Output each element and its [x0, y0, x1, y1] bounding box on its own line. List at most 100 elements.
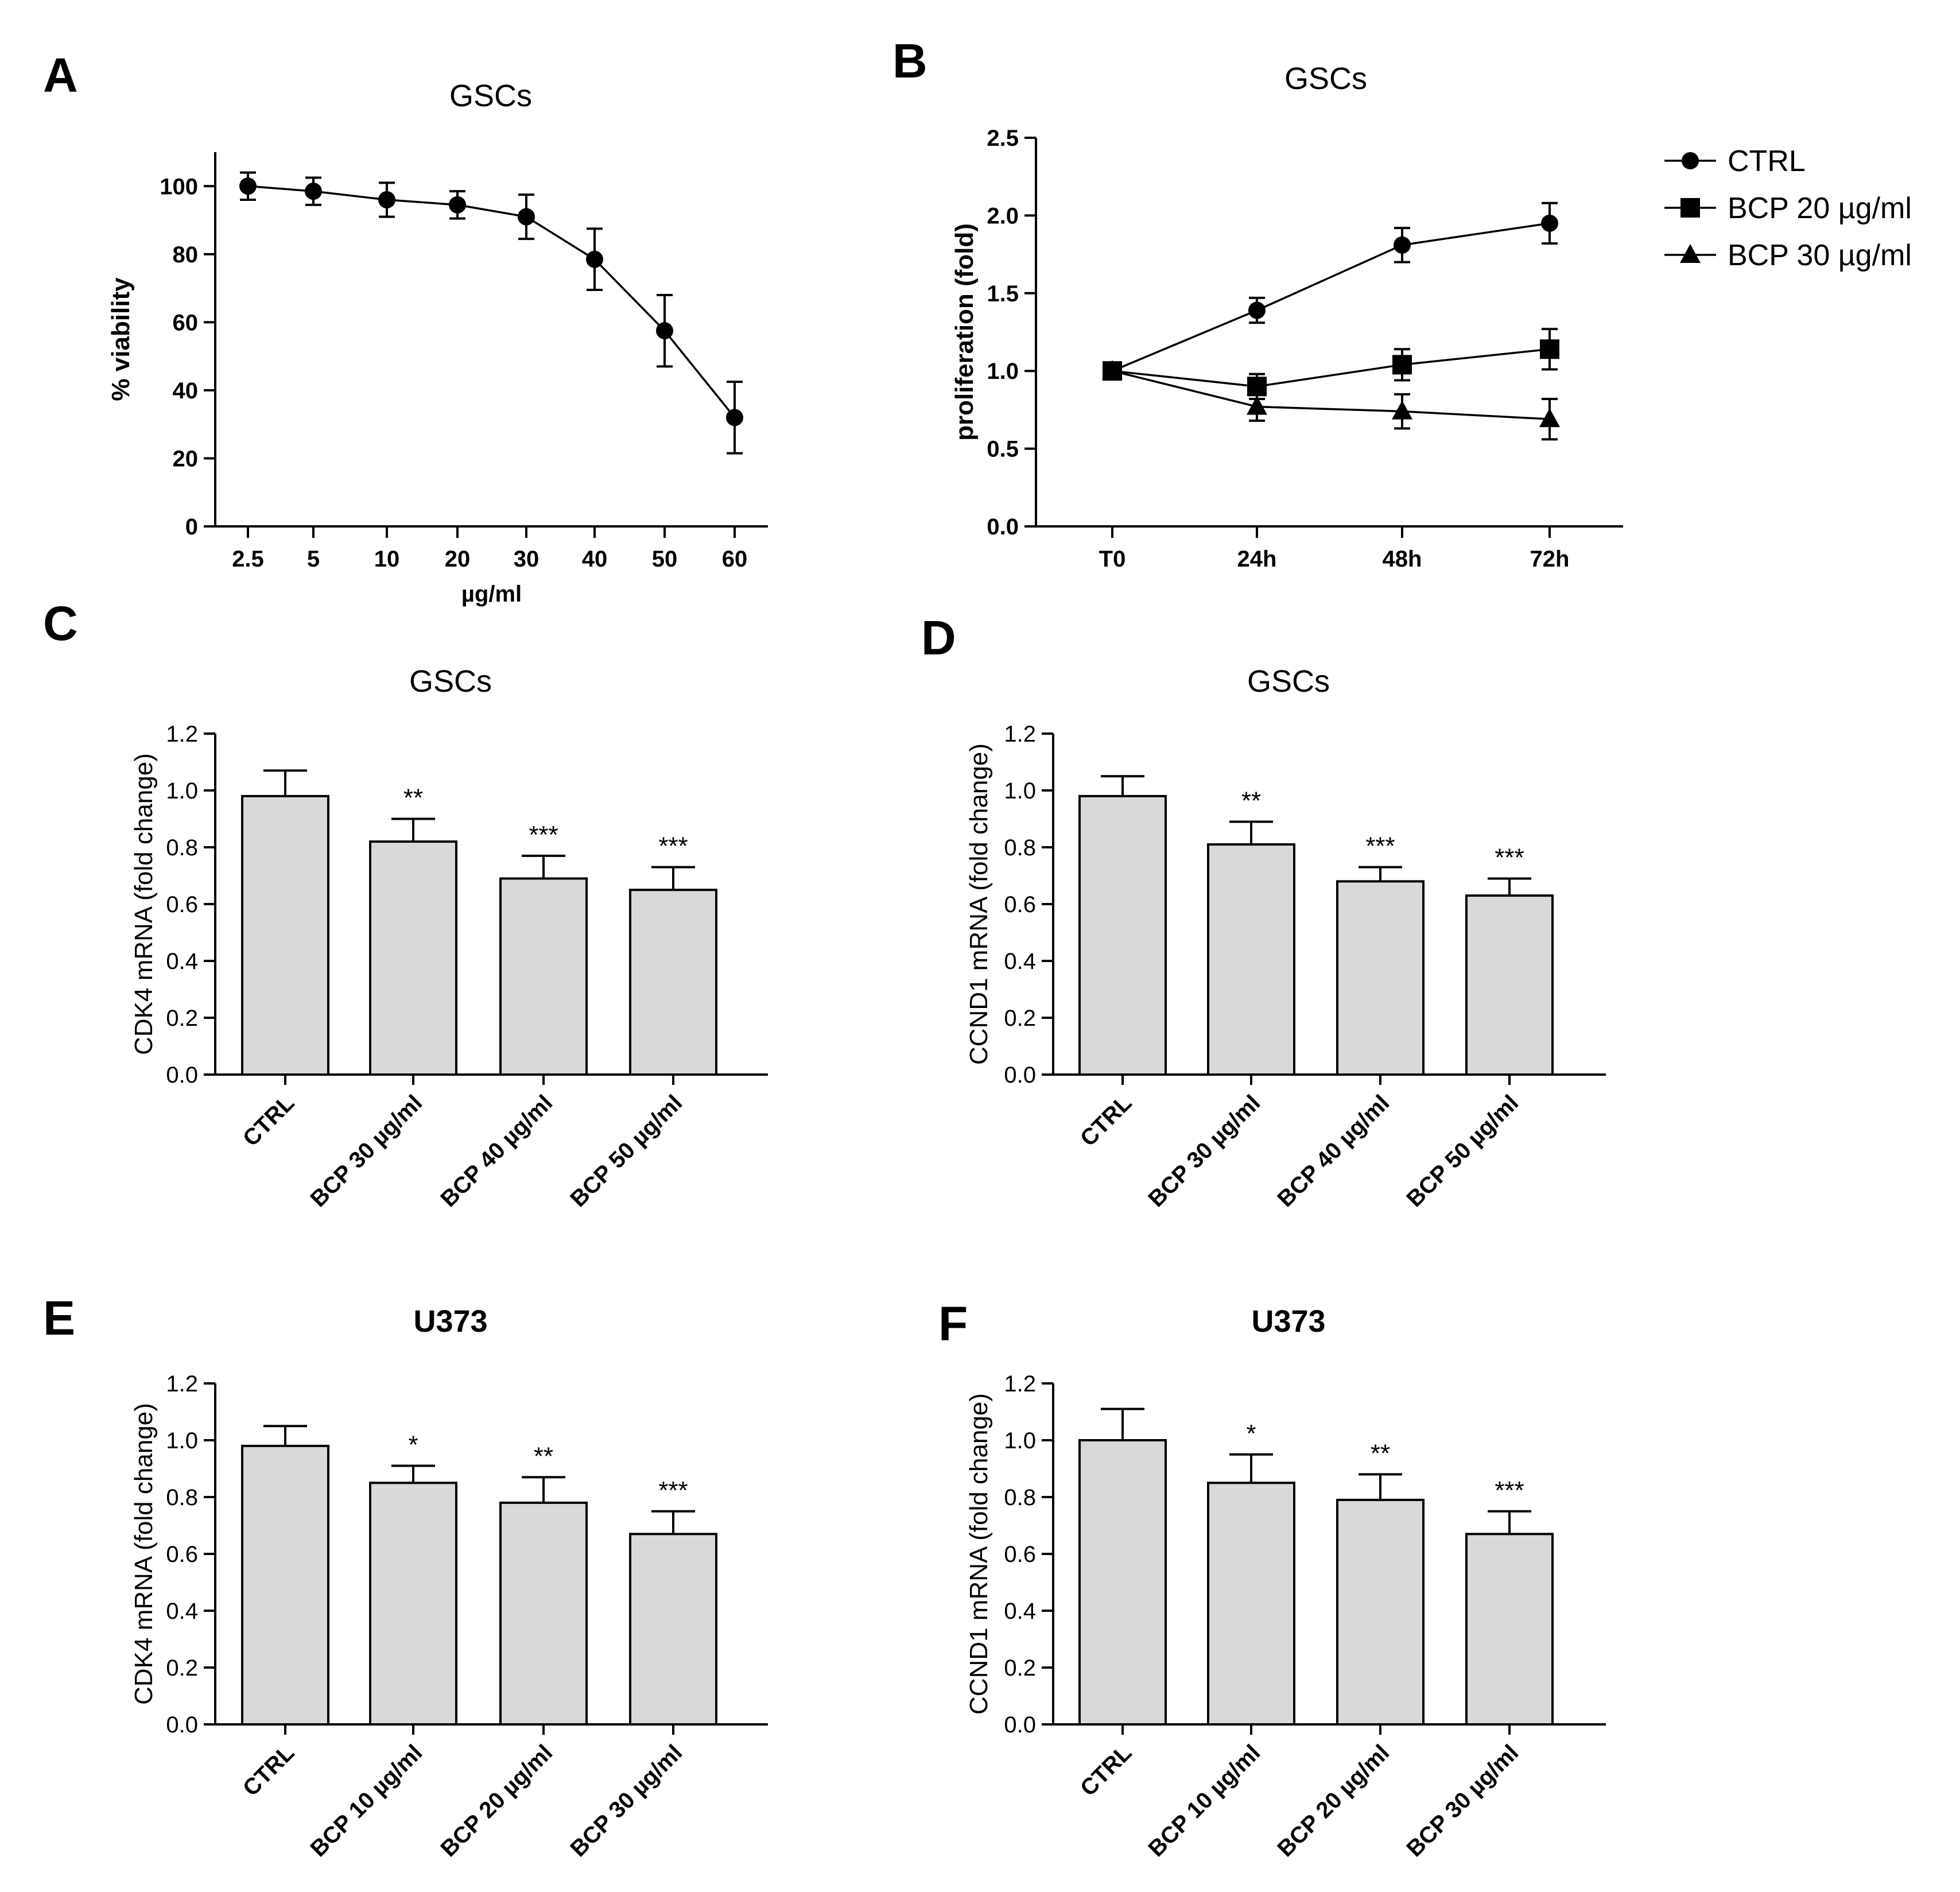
x-tick-label: CTRL: [1076, 1740, 1137, 1801]
x-tick-label: 5: [307, 546, 320, 572]
chart-title: GSCs: [1284, 61, 1367, 96]
data-point: [449, 196, 466, 214]
bar: [1465, 894, 1554, 1076]
y-tick-label: 0.6: [1004, 1542, 1036, 1567]
data-point: [1541, 214, 1558, 232]
data-point: [1392, 355, 1412, 375]
x-tick-label: BCP 10 µg/ml: [305, 1740, 427, 1862]
bar: [1465, 1533, 1554, 1726]
bar: [629, 889, 717, 1076]
y-axis-label: CCND1 mRNA (fold change): [965, 743, 993, 1065]
data-point: [1539, 408, 1560, 428]
panel-d: D GSCs 0.0 0.2 0.4 0.6 0.8 1.0 1.2 CCND1 mRNA (fo…: [921, 611, 1606, 1212]
x-tick-label: BCP 30 µg/ml: [565, 1740, 687, 1862]
y-tick-label: 0: [185, 514, 198, 540]
y-tick-label: 0.0: [1004, 1712, 1036, 1738]
x-tick-label: CTRL: [238, 1740, 300, 1801]
bar: [241, 794, 329, 1076]
y-tick-label: 80: [173, 242, 199, 267]
series-line: [1112, 222, 1550, 372]
bar: [1078, 1439, 1167, 1726]
y-tick-label: 1.0: [987, 359, 1019, 384]
y-axis-label: CCND1 mRNA (fold change): [965, 1393, 993, 1715]
y-tick-label: 1.5: [987, 281, 1019, 307]
y-tick-label: 0.0: [166, 1712, 198, 1738]
chart-title: GSCs: [449, 79, 532, 113]
significance-label: ***: [658, 832, 688, 860]
significance-label: **: [1371, 1439, 1390, 1467]
y-tick-label: 0.4: [166, 949, 198, 974]
bar: [499, 1501, 588, 1726]
panel-f: F U373 0.0 0.2 0.4 0.6 0.8 1.0 1.2 CCND1 mRNA (fo…: [938, 1297, 1606, 1862]
data-point: [1392, 400, 1412, 420]
data-point: [1247, 396, 1267, 415]
panel-letter: E: [43, 1291, 75, 1345]
x-tick-label: BCP 50 µg/ml: [565, 1090, 687, 1212]
y-tick-label: 0.6: [166, 892, 198, 917]
panel-letter: D: [921, 611, 956, 665]
data-point: [305, 183, 322, 200]
panel-letter: A: [43, 48, 78, 102]
y-tick-label: 40: [173, 378, 199, 404]
x-tick-label: 10: [374, 546, 400, 572]
bar: [1207, 1482, 1295, 1726]
series-ctrl: [1104, 201, 1558, 380]
y-tick-label: 0.2: [166, 1006, 198, 1031]
x-tick-label: BCP 50 µg/ml: [1402, 1090, 1523, 1212]
data-point: [586, 250, 603, 268]
data-point: [239, 177, 257, 195]
chart-title: U373: [413, 1304, 487, 1339]
x-tick-label: BCP 30 µg/ml: [1402, 1740, 1523, 1862]
y-tick-label: 0.2: [166, 1656, 198, 1681]
legend-entry: BCP 20 µg/ml: [1728, 192, 1912, 225]
y-axis-label: CDK4 mRNA (fold change): [130, 1403, 158, 1705]
data-point: [656, 322, 673, 340]
y-tick-label: 1.0: [166, 778, 198, 804]
legend-marker: [1682, 152, 1699, 169]
y-axis-label: proliferation (fold): [950, 223, 979, 441]
data-point: [378, 191, 395, 208]
bar: [1336, 1498, 1425, 1726]
y-axis-label: CDK4 mRNA (fold change): [130, 753, 158, 1055]
panel-c: C GSCs 0.0 0.2 0.4 0.6 0.8 1.0 1.2 CDK4 mRNA (fol…: [43, 596, 768, 1212]
significance-label: ***: [1365, 832, 1395, 860]
legend-entry: CTRL: [1728, 145, 1806, 178]
y-tick-label: 1.2: [1004, 1371, 1036, 1397]
y-tick-label: 0.6: [166, 1542, 198, 1567]
bar: [1336, 880, 1425, 1076]
y-tick-label: 0.5: [987, 437, 1019, 462]
significance-label: ***: [1495, 1476, 1524, 1505]
panel-b: B GSCs 0.0 0.5 1.0 1.5 2.0 2.5 proliferation (fo…: [892, 34, 1912, 572]
significance-label: **: [403, 784, 423, 812]
y-tick-label: 0.4: [1004, 1599, 1036, 1624]
y-tick-label: 60: [173, 310, 199, 335]
bar: [1207, 843, 1295, 1076]
x-tick-label: BCP 10 µg/ml: [1143, 1740, 1265, 1862]
bar: [369, 840, 457, 1076]
chart-title: GSCs: [409, 664, 492, 699]
y-tick-label: 0.6: [1004, 892, 1036, 917]
panel-letter: F: [938, 1297, 968, 1351]
panel-letter: C: [43, 596, 78, 650]
panel-e: E U373 0.0 0.2 0.4 0.6 0.8 1.0 1.2 CDK4 mRNA (fol…: [43, 1291, 768, 1862]
y-tick-label: 1.2: [1004, 722, 1036, 747]
y-tick-label: 0.8: [166, 1485, 198, 1510]
x-tick-label: BCP 20 µg/ml: [1272, 1740, 1394, 1862]
x-tick-label: T0: [1099, 546, 1126, 572]
panel-a: A GSCs 0 20 40 60 80 100 % viability 2.5 5 10 20 30 40…: [43, 48, 768, 607]
x-tick-label: BCP 40 µg/ml: [1272, 1090, 1394, 1212]
x-tick-label: 60: [722, 546, 748, 572]
x-tick-label: 30: [514, 546, 540, 572]
x-tick-label: 24h: [1237, 546, 1277, 572]
data-point: [1394, 236, 1411, 254]
y-tick-label: 0.8: [166, 835, 198, 860]
legend-entry: BCP 30 µg/ml: [1728, 239, 1912, 272]
series-bcp-30-g-ml: [1102, 360, 1560, 441]
y-tick-label: 0.2: [1004, 1656, 1036, 1681]
y-tick-label: 0.0: [166, 1063, 198, 1088]
series-line: [247, 185, 736, 418]
x-tick-label: 48h: [1383, 546, 1422, 572]
x-tick-label: 20: [445, 546, 471, 572]
y-tick-label: 0.4: [166, 1599, 198, 1624]
